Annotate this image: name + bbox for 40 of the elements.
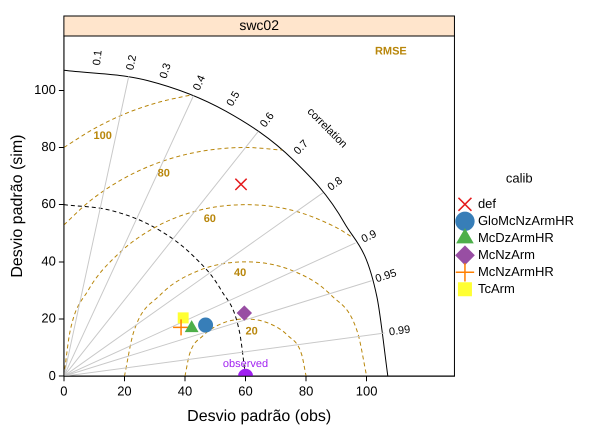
annotation: 0.3: [158, 62, 174, 80]
annotation: 0.7: [292, 138, 311, 158]
annotation: 0.95: [374, 267, 398, 286]
annotation: observed: [222, 358, 268, 370]
legend-title: calib: [506, 170, 533, 186]
x-tick-label: 0: [60, 384, 68, 399]
annotation: 40: [234, 267, 246, 280]
annotation: 60: [204, 212, 216, 225]
legend-label: TcArm: [478, 280, 515, 296]
y-tick-label: 100: [34, 82, 56, 97]
legend-label: McNzArm: [478, 246, 535, 262]
legend-label: McNzArmHR: [478, 264, 554, 279]
legend-label: GloMcNzArmHR: [478, 212, 574, 228]
annotation: 20: [245, 325, 258, 338]
x-tick-label: 20: [117, 384, 132, 399]
annotation: 0.99: [388, 324, 412, 339]
x-tick-label: 80: [298, 384, 314, 399]
annotation: 0.8: [325, 174, 345, 194]
x-tick-label: 100: [356, 384, 378, 399]
y-tick-label: 0: [48, 368, 56, 383]
y-tick-label: 20: [41, 310, 56, 326]
annotation: 100: [93, 130, 112, 142]
legend-label: def: [478, 196, 496, 211]
y-tick-label: 60: [41, 196, 56, 212]
annotation: 0.5: [224, 89, 242, 109]
annotation: 0.2: [124, 54, 140, 72]
chart-title: swc02: [239, 16, 280, 33]
annotation: 0.1: [91, 50, 105, 66]
annotation: 80: [158, 167, 170, 180]
y-tick-label: 80: [41, 139, 56, 154]
annotation: RMSE: [374, 45, 407, 58]
x-tick-label: 40: [178, 384, 192, 399]
x-tick-label: 60: [238, 384, 253, 399]
x-axis-title: Desvio padrão (obs): [187, 408, 332, 425]
legend-label: McDzArmHR: [478, 230, 554, 245]
annotation: 0.6: [258, 110, 277, 130]
annotation: 0.4: [191, 73, 208, 92]
y-tick-label: 40: [41, 253, 56, 268]
y-axis-title: Desvio padrão (sim): [9, 134, 26, 278]
annotation: 0.9: [360, 228, 379, 246]
